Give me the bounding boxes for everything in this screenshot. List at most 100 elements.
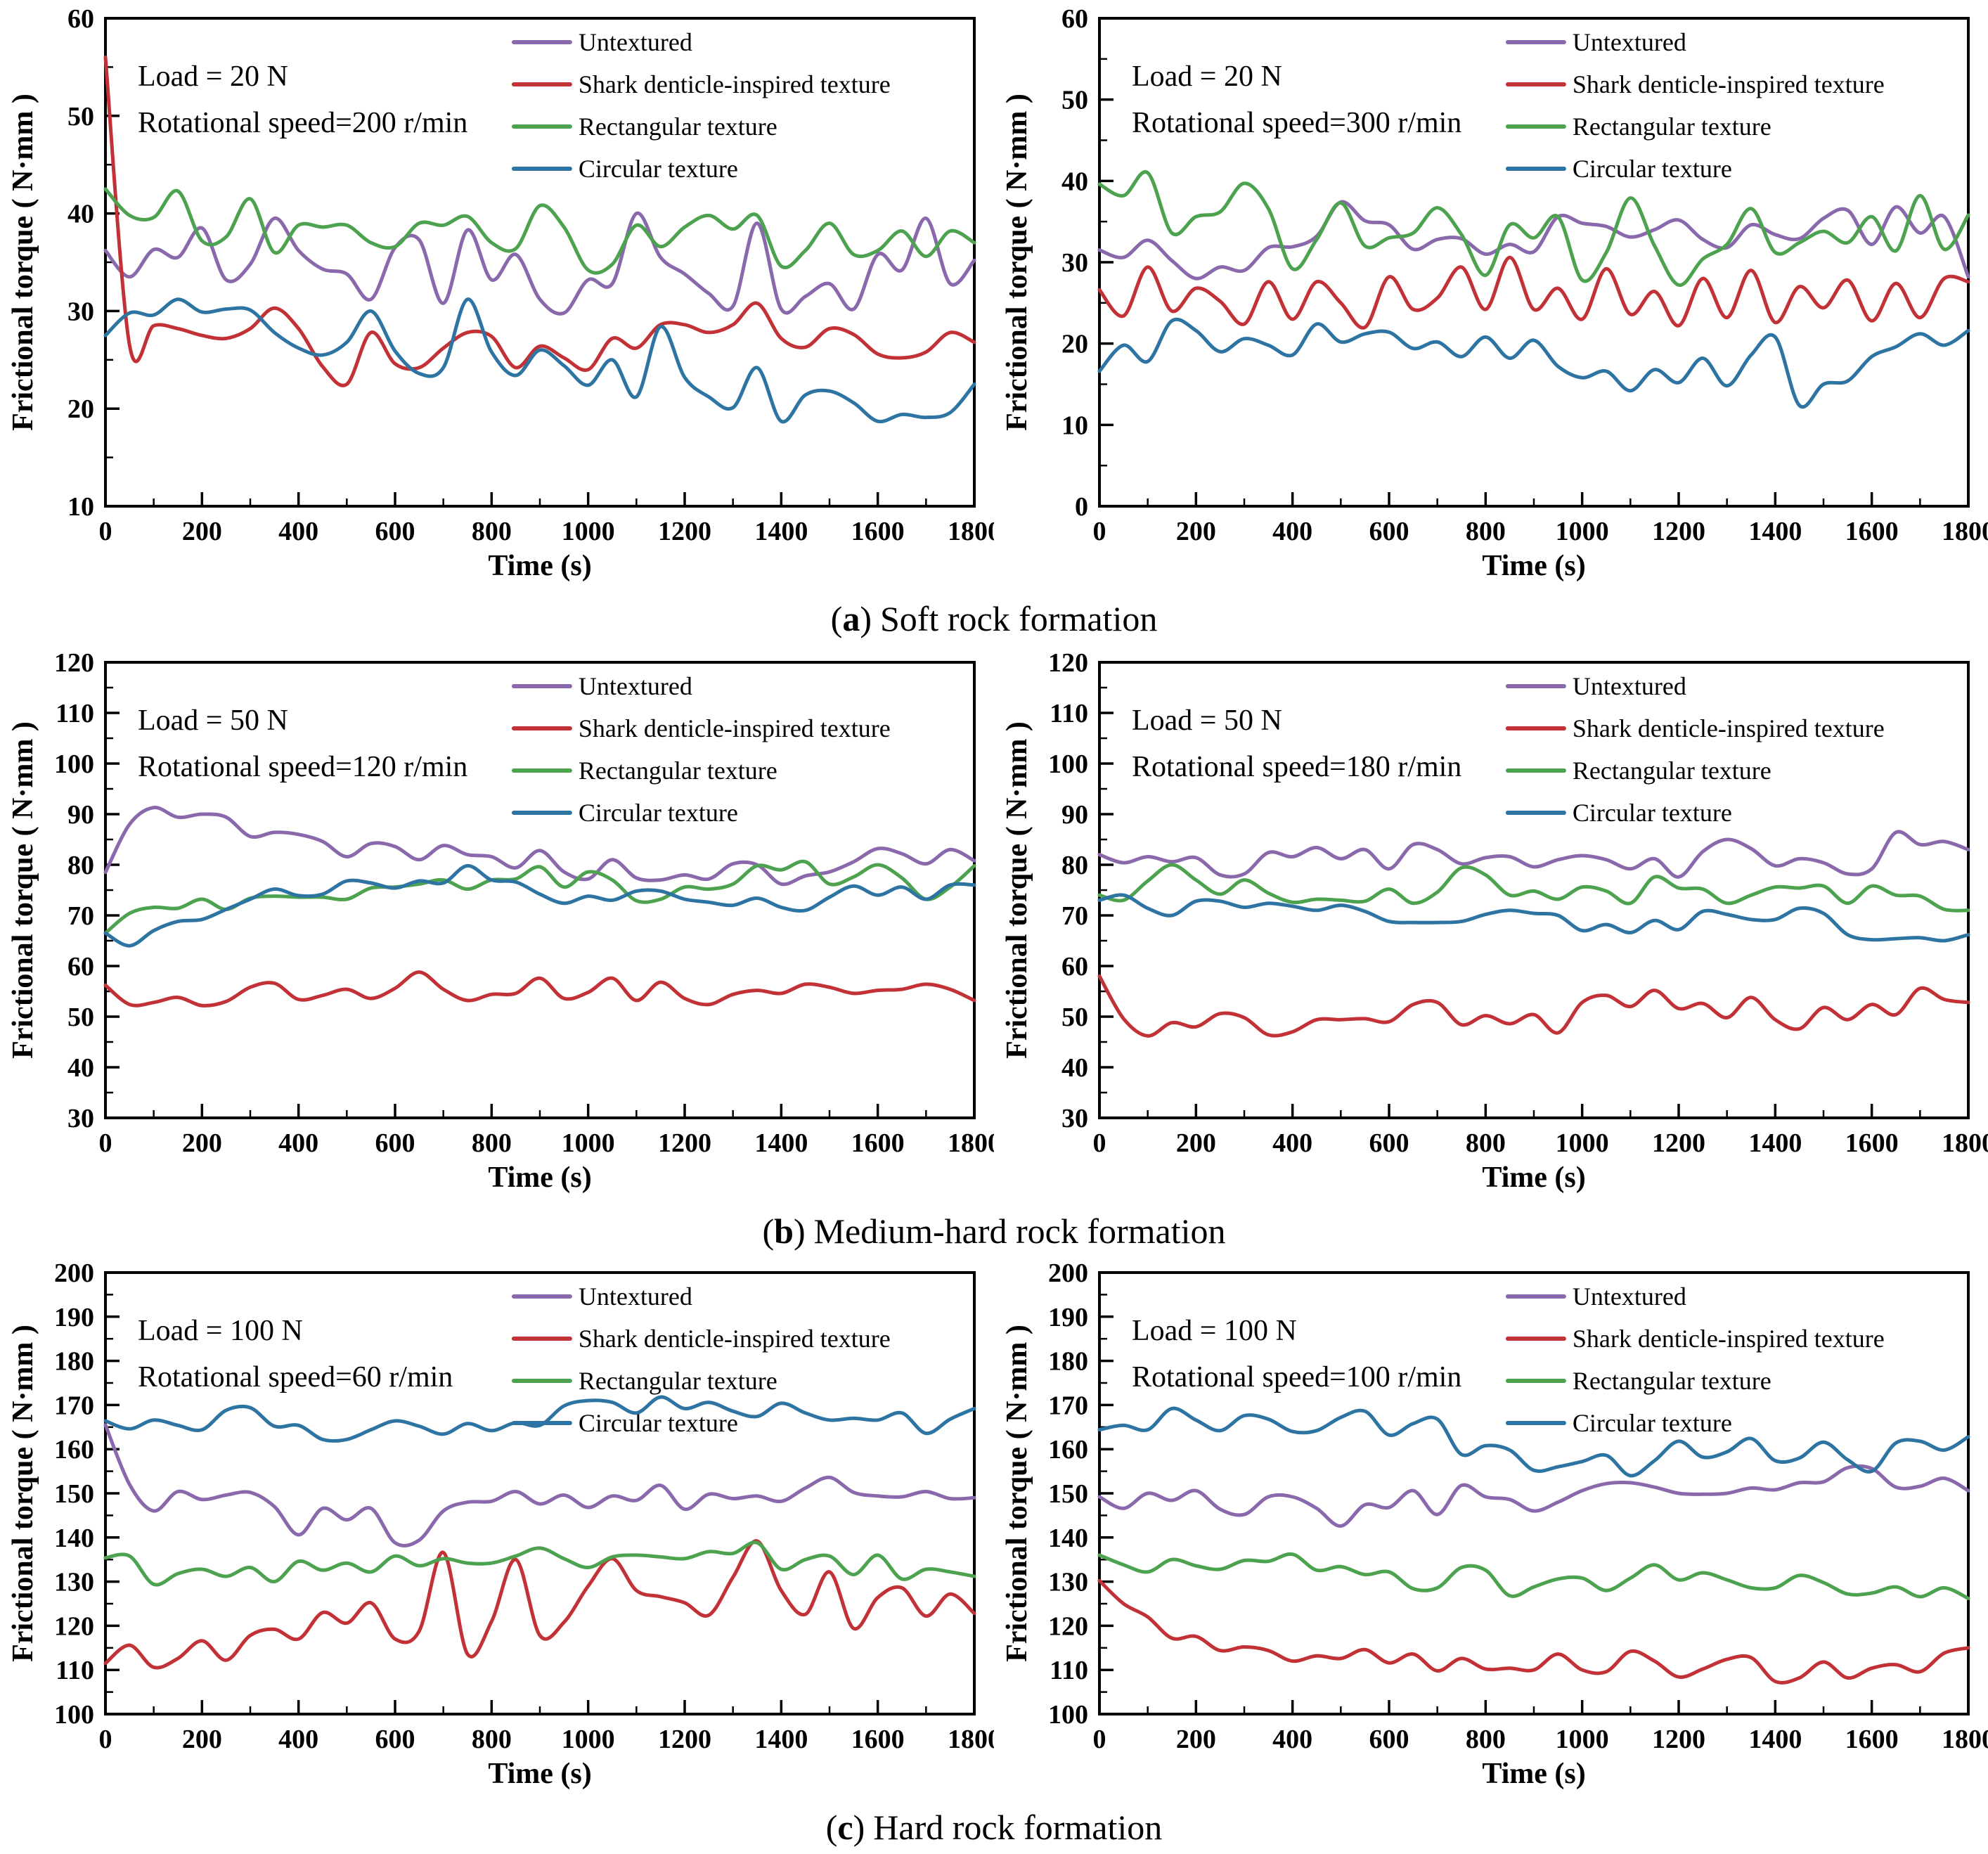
x-tick-label: 400 bbox=[1272, 1128, 1312, 1158]
x-tick-label: 1400 bbox=[1748, 517, 1802, 546]
series-path bbox=[103, 1395, 976, 1443]
y-axis-title: Frictional torque ( N·mm ) bbox=[7, 721, 39, 1059]
y-tick-label: 150 bbox=[1048, 1479, 1088, 1509]
x-tick-label: 1400 bbox=[754, 1725, 808, 1754]
y-tick-label: 100 bbox=[1048, 749, 1088, 779]
x-tick-label: 400 bbox=[1272, 517, 1312, 546]
legend-label: Shark denticle-inspired texture bbox=[579, 714, 891, 742]
x-tick-label: 0 bbox=[99, 1725, 112, 1754]
y-tick-label: 180 bbox=[1048, 1347, 1088, 1377]
legend-label: Rectangular texture bbox=[579, 1367, 777, 1395]
y-tick-label: 10 bbox=[1061, 411, 1088, 440]
y-tick-label: 120 bbox=[1048, 648, 1088, 678]
x-axis-title: Time (s) bbox=[1482, 1758, 1585, 1790]
annotation-line: Rotational speed=100 r/min bbox=[1132, 1361, 1461, 1393]
legend-label: Circular texture bbox=[579, 1409, 738, 1437]
x-tick-label: 0 bbox=[1093, 1128, 1106, 1158]
x-tick-label: 1400 bbox=[1748, 1128, 1802, 1158]
x-tick-label: 0 bbox=[1093, 517, 1106, 546]
series-path bbox=[103, 970, 976, 1008]
legend-label: Circular texture bbox=[579, 155, 738, 183]
x-tick-label: 400 bbox=[278, 1725, 318, 1754]
y-tick-label: 130 bbox=[1048, 1568, 1088, 1597]
y-tick-label: 10 bbox=[67, 492, 94, 522]
annotation-line: Rotational speed=180 r/min bbox=[1132, 751, 1461, 783]
x-tick-label: 600 bbox=[1369, 1725, 1409, 1754]
x-axis-title: Time (s) bbox=[488, 1758, 591, 1790]
series-path bbox=[1097, 317, 1970, 409]
y-tick-label: 110 bbox=[1050, 699, 1088, 728]
x-tick-label: 600 bbox=[375, 1128, 415, 1158]
x-tick-label: 600 bbox=[375, 1725, 415, 1754]
x-tick-label: 200 bbox=[182, 517, 222, 546]
caption-text: Medium-hard rock formation bbox=[813, 1211, 1226, 1251]
x-tick-label: 400 bbox=[278, 1128, 318, 1158]
legend-label: Rectangular texture bbox=[1573, 757, 1771, 785]
x-tick-label: 1200 bbox=[1652, 517, 1705, 546]
y-tick-label: 30 bbox=[67, 1104, 94, 1133]
caption-text: Hard rock formation bbox=[873, 1807, 1163, 1847]
y-tick-label: 110 bbox=[1050, 1656, 1088, 1685]
y-tick-label: 70 bbox=[67, 901, 94, 931]
y-tick-label: 170 bbox=[1048, 1391, 1088, 1420]
y-tick-label: 200 bbox=[1048, 1258, 1088, 1288]
series-path bbox=[1097, 255, 1970, 330]
series-path bbox=[1097, 1464, 1970, 1528]
x-tick-label: 0 bbox=[1093, 1725, 1106, 1754]
x-tick-label: 1200 bbox=[658, 517, 711, 546]
series-path bbox=[103, 56, 976, 387]
legend-label: Untextured bbox=[1573, 672, 1686, 700]
caption-label: (b) bbox=[762, 1211, 806, 1251]
annotation-line: Load = 20 N bbox=[1132, 60, 1282, 93]
y-tick-label: 150 bbox=[54, 1479, 94, 1509]
y-tick-label: 40 bbox=[1061, 167, 1088, 196]
annotation-line: Load = 50 N bbox=[138, 704, 288, 737]
x-tick-label: 1600 bbox=[1845, 1725, 1899, 1754]
legend-label: Rectangular texture bbox=[1573, 112, 1771, 141]
y-tick-label: 110 bbox=[56, 699, 94, 728]
x-tick-label: 1600 bbox=[851, 517, 905, 546]
legend-label: Untextured bbox=[579, 1282, 692, 1311]
y-tick-label: 100 bbox=[1048, 1700, 1088, 1730]
x-tick-label: 200 bbox=[1176, 517, 1216, 546]
annotation-line: Rotational speed=200 r/min bbox=[138, 107, 467, 139]
series-path bbox=[1097, 1552, 1970, 1600]
x-tick-label: 1200 bbox=[1652, 1725, 1705, 1754]
series-path bbox=[1097, 830, 1970, 879]
y-tick-label: 60 bbox=[1061, 952, 1088, 981]
y-tick-label: 200 bbox=[54, 1258, 94, 1288]
y-axis-title: Frictional torque ( N·mm ) bbox=[1001, 1325, 1033, 1662]
annotation-line: Rotational speed=300 r/min bbox=[1132, 107, 1461, 139]
series-path bbox=[103, 1423, 976, 1547]
series-path bbox=[1097, 200, 1970, 281]
legend-label: Circular texture bbox=[1573, 799, 1732, 827]
x-tick-label: 200 bbox=[1176, 1725, 1216, 1754]
legend-label: Untextured bbox=[579, 28, 692, 56]
series-path bbox=[1097, 1406, 1970, 1478]
legend-label: Untextured bbox=[579, 672, 692, 700]
caption-hard-rock: (c) Hard rock formation bbox=[0, 1800, 1988, 1854]
x-tick-label: 200 bbox=[1176, 1128, 1216, 1158]
y-tick-label: 100 bbox=[54, 749, 94, 779]
y-tick-label: 90 bbox=[67, 800, 94, 830]
y-axis-title: Frictional torque ( N·mm ) bbox=[1001, 721, 1033, 1059]
x-tick-label: 1600 bbox=[851, 1725, 905, 1754]
y-tick-label: 120 bbox=[1048, 1611, 1088, 1641]
legend-label: Rectangular texture bbox=[579, 112, 777, 141]
x-tick-label: 1400 bbox=[754, 1128, 808, 1158]
x-tick-label: 1000 bbox=[562, 1725, 615, 1754]
row-medium-rock: 0200400600800100012001400160018003040506… bbox=[0, 645, 1988, 1204]
legend-label: Circular texture bbox=[1573, 1409, 1732, 1437]
x-tick-label: 1000 bbox=[562, 1128, 615, 1158]
